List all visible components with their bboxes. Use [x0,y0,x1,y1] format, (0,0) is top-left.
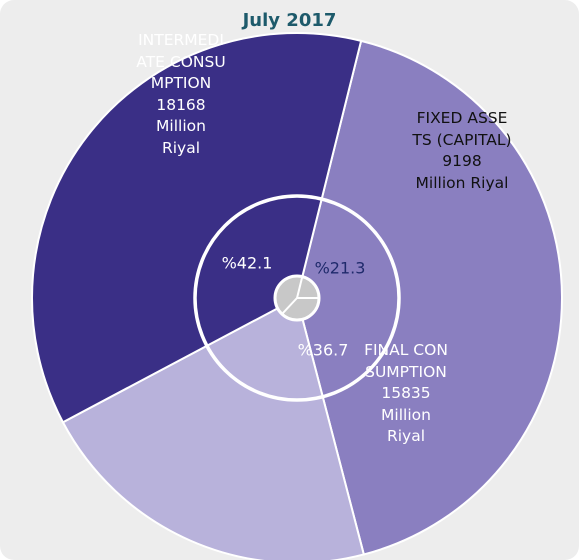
unit-label: Million Riyal [381,405,431,446]
pie-slice [295,39,563,556]
chart-title: July 2017 [242,10,337,31]
unit-label: Million Riyal [156,117,206,157]
inner-ring [193,194,401,402]
percent-label: %42.1 [221,253,273,273]
category-name: INTERMEDIATE CONSUMPTION [136,31,226,92]
percent-label: %36.7 [297,340,349,360]
slice-label: INTERMEDIATE CONSUMPTION 18168 Million Riy… [135,30,227,159]
hub-spoke [281,297,298,315]
hub-spoke [296,276,304,299]
category-name: FINAL CONSUMPTION [364,341,448,381]
slice-value: 18168 [156,95,206,114]
category-name: FIXED ASSETS (CAPITAL) [412,109,512,149]
slices [31,32,563,560]
pie-slice [31,32,363,424]
unit-label: Million Riyal [415,173,509,192]
slice-label: FIXED ASSETS (CAPITAL) 9198 Million Riyal [412,108,512,194]
slice-value: 15835 [381,384,431,402]
slice-value: 9198 [442,152,482,170]
slice-label: FINAL CONSUMPTION 15835 Million Riyal [360,340,452,448]
percent-label: %21.3 [314,258,366,278]
pie-slice [61,296,366,560]
